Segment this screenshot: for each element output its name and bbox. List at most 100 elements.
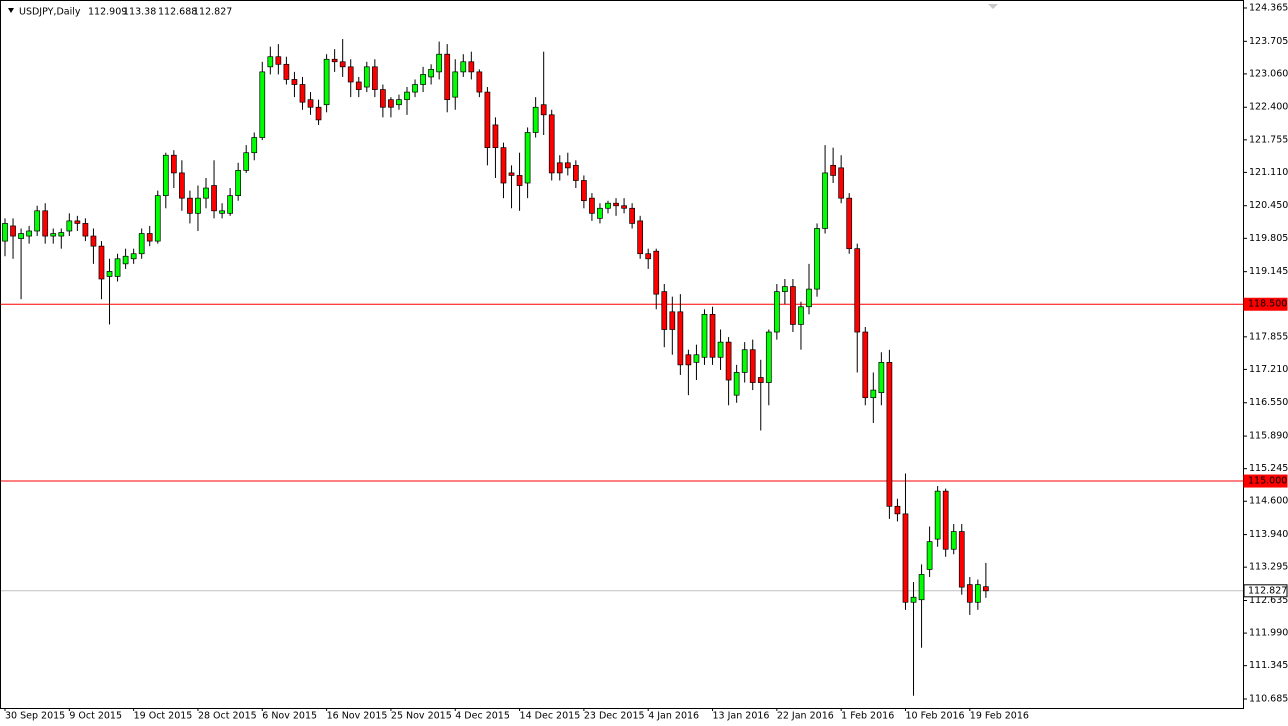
candle-body (854, 248, 861, 333)
candle-body (741, 349, 748, 373)
candle-body (589, 197, 595, 214)
candle-body (669, 311, 676, 330)
plot-frame (0, 0, 1244, 709)
y-tick-label: 123.060 (1249, 68, 1288, 79)
candle-body (974, 584, 981, 603)
candle-body (629, 207, 635, 224)
candle-body (50, 233, 57, 237)
candle-body (420, 74, 426, 85)
candle-body (339, 61, 346, 68)
menu-triangle[interactable] (8, 8, 14, 13)
y-tick-label: 117.210 (1249, 364, 1288, 375)
y-tick-label: 115.245 (1249, 463, 1288, 474)
candle-body (950, 531, 957, 550)
price-label: 115.000 (1248, 476, 1287, 487)
candle-body (806, 288, 812, 308)
candle-body (878, 361, 885, 393)
candle-body (380, 89, 386, 108)
x-tick-label: 13 Jan 2016 (713, 711, 770, 722)
candle-body (179, 172, 185, 199)
candle-body (508, 172, 515, 176)
candle-body (243, 152, 250, 171)
x-tick-label: 9 Oct 2015 (69, 711, 122, 722)
candle-body (653, 250, 660, 295)
header-close: 112.827 (193, 7, 232, 18)
candle-body (436, 53, 443, 73)
candle-body (733, 372, 740, 396)
candle-body (90, 235, 97, 247)
candle-body (564, 162, 571, 169)
candle-body (412, 84, 418, 93)
candle-body (597, 207, 603, 219)
candle-body (556, 162, 563, 174)
candle-body (572, 164, 579, 181)
y-tick-label: 111.345 (1249, 660, 1288, 671)
y-tick-label: 121.755 (1249, 134, 1288, 145)
x-tick-label: 16 Nov 2015 (327, 711, 388, 722)
candle-body (926, 541, 933, 570)
candle-body (267, 56, 274, 68)
x-tick-label: 30 Sep 2015 (5, 711, 65, 722)
candle-body (170, 154, 177, 174)
candle-body (323, 58, 330, 106)
candle-body (235, 170, 242, 196)
candle-body (315, 106, 322, 121)
candle-body (371, 66, 378, 90)
candle-body (468, 61, 475, 73)
candle-body (532, 106, 539, 133)
candle-body (42, 210, 49, 237)
y-tick-label: 110.685 (1249, 694, 1288, 705)
y-tick-label: 123.705 (1249, 36, 1288, 47)
candle-body (452, 71, 459, 98)
candle-body (798, 306, 804, 325)
y-tick-label: 113.940 (1249, 529, 1288, 540)
candle-body (307, 99, 314, 108)
header-high: 113.38 (123, 7, 156, 18)
candle-body (219, 210, 225, 214)
candle-body (790, 286, 796, 325)
candle-body (34, 210, 41, 232)
candle-body (98, 245, 105, 280)
y-tick-label: 124.365 (1249, 2, 1288, 13)
candle-body (203, 187, 209, 199)
candle-body (942, 490, 949, 550)
x-tick-label: 6 Nov 2015 (262, 711, 317, 722)
candle-body (460, 61, 467, 73)
x-tick-label: 25 Nov 2015 (391, 711, 452, 722)
candle-body (581, 180, 587, 202)
candle-body (693, 354, 700, 363)
price-label-box (1243, 584, 1288, 598)
candle-body (983, 586, 989, 592)
candle-body (830, 164, 836, 176)
candle-body (757, 377, 764, 383)
candle-body (894, 505, 901, 515)
y-tick-label: 113.295 (1249, 562, 1288, 573)
candle-body (114, 258, 121, 277)
price-label: 118.500 (1248, 299, 1287, 310)
y-tick-label: 121.110 (1249, 167, 1288, 178)
candle-body (902, 513, 909, 603)
candle-body (846, 197, 853, 250)
candle-body (331, 58, 338, 63)
x-tick-label: 19 Oct 2015 (134, 711, 193, 722)
y-tick-label: 111.990 (1249, 628, 1288, 639)
candle-body (613, 202, 619, 207)
candle-body (685, 354, 692, 366)
candle-body (444, 53, 451, 101)
candle-body (645, 253, 652, 260)
x-tick-label: 22 Jan 2016 (777, 711, 834, 722)
candle-body (862, 331, 869, 399)
candle-body (26, 230, 32, 237)
candle-body (404, 91, 410, 101)
candle-body (251, 137, 258, 154)
candle-body (138, 233, 145, 255)
y-tick-label: 115.890 (1249, 431, 1288, 442)
candle-body (516, 175, 523, 186)
candle-body (870, 389, 877, 399)
candle-body (540, 104, 547, 116)
y-tick-label: 112.635 (1249, 595, 1288, 606)
candle-body (492, 124, 499, 149)
candle-body (782, 286, 788, 292)
candle-body (717, 341, 724, 358)
scroll-marker (988, 4, 998, 9)
